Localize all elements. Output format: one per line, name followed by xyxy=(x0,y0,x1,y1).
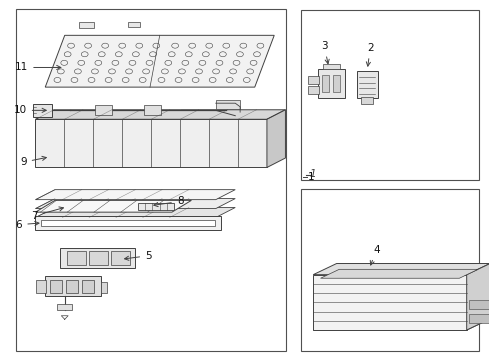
Text: 8: 8 xyxy=(154,197,183,207)
Bar xyxy=(361,97,373,104)
Bar xyxy=(469,300,490,309)
Bar xyxy=(323,64,340,69)
Polygon shape xyxy=(35,119,267,167)
Bar xyxy=(33,104,51,117)
Bar xyxy=(45,276,101,296)
Polygon shape xyxy=(45,35,274,87)
Text: 1: 1 xyxy=(310,169,317,179)
Bar xyxy=(82,280,95,293)
Bar xyxy=(101,282,107,293)
Polygon shape xyxy=(35,110,286,119)
Polygon shape xyxy=(35,199,235,208)
Bar xyxy=(322,75,329,93)
Text: 10: 10 xyxy=(14,105,46,115)
Bar xyxy=(16,9,287,351)
Bar xyxy=(67,251,86,265)
Text: 2: 2 xyxy=(367,43,373,66)
Text: 4: 4 xyxy=(370,245,380,265)
Bar xyxy=(301,10,479,180)
Bar xyxy=(333,75,340,93)
Bar xyxy=(50,280,62,293)
Text: 3: 3 xyxy=(321,41,329,64)
Polygon shape xyxy=(35,201,192,212)
Polygon shape xyxy=(313,275,466,330)
Bar xyxy=(41,220,215,226)
Text: 11: 11 xyxy=(15,63,61,72)
Bar xyxy=(60,248,135,267)
Bar xyxy=(301,189,479,351)
Text: 7: 7 xyxy=(31,207,63,221)
Polygon shape xyxy=(320,269,478,278)
Bar xyxy=(469,314,490,323)
Polygon shape xyxy=(313,264,490,275)
Bar xyxy=(111,251,129,265)
Text: 6: 6 xyxy=(16,220,39,230)
Bar xyxy=(308,76,319,84)
Polygon shape xyxy=(35,190,235,200)
Bar xyxy=(144,105,161,115)
Bar xyxy=(216,100,240,109)
Bar xyxy=(79,22,94,28)
Text: 1: 1 xyxy=(307,172,314,183)
Bar xyxy=(89,251,108,265)
Polygon shape xyxy=(35,207,235,217)
Bar xyxy=(95,105,113,115)
Bar xyxy=(308,86,319,94)
Polygon shape xyxy=(267,110,286,167)
Bar xyxy=(35,216,220,230)
Bar xyxy=(357,71,377,98)
Text: 5: 5 xyxy=(124,251,152,261)
Bar xyxy=(318,69,345,98)
Polygon shape xyxy=(313,319,490,330)
Polygon shape xyxy=(466,264,490,330)
Bar xyxy=(36,280,46,293)
Text: 9: 9 xyxy=(20,156,47,167)
Bar xyxy=(128,22,140,27)
Bar xyxy=(138,203,174,210)
Bar xyxy=(57,304,72,310)
Bar xyxy=(66,280,78,293)
